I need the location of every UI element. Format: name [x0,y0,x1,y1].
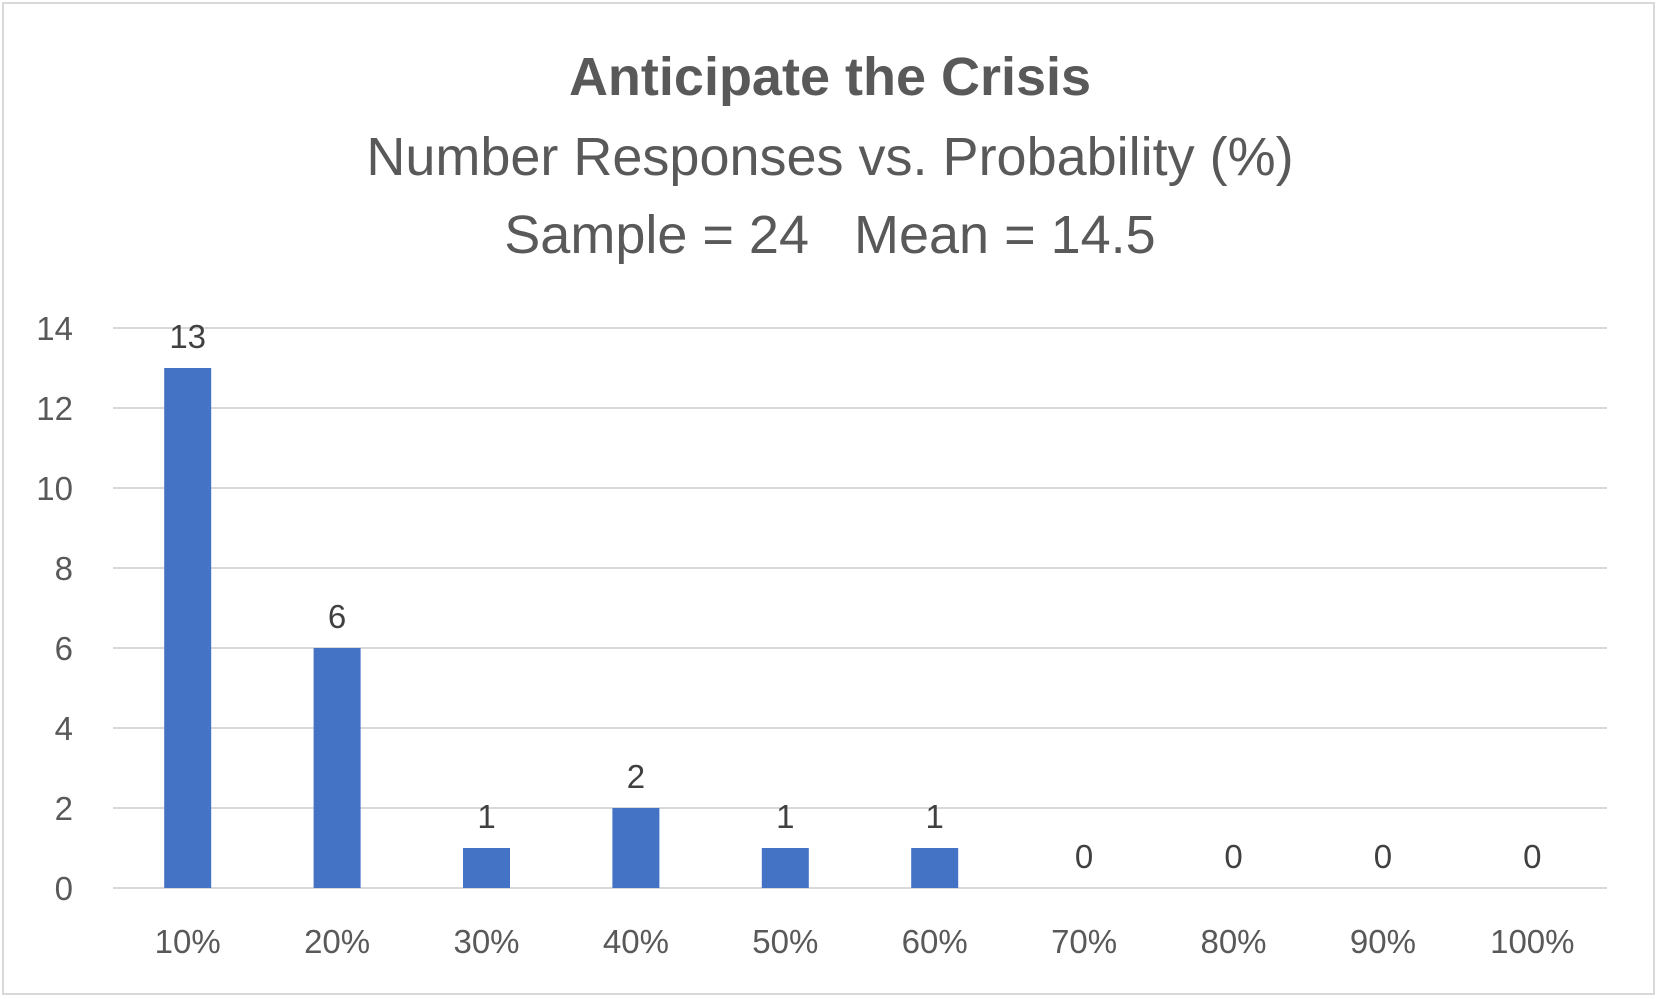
data-label: 0 [1523,838,1541,875]
x-tick-label: 70% [1051,923,1117,960]
bars [164,368,959,888]
data-label: 13 [169,318,206,355]
y-tick-label: 8 [55,550,73,587]
x-tick-label: 20% [304,923,370,960]
bar [164,368,212,888]
chart-subtitle: Number Responses vs. Probability (%) [366,127,1293,187]
x-tick-label: 90% [1350,923,1416,960]
bar [313,648,361,888]
bar [911,848,959,888]
data-label: 0 [1224,838,1242,875]
y-tick-label: 6 [55,630,73,667]
data-labels: 13 6 1 2 1 1 0 0 0 0 [169,318,1541,875]
data-label: 0 [1075,838,1093,875]
y-axis-ticks: 0 2 4 6 8 10 12 14 [36,310,73,907]
y-tick-label: 14 [36,310,73,347]
bar [463,848,510,888]
bar [612,808,660,888]
y-tick-label: 12 [36,390,73,427]
chart-title: Anticipate the Crisis [569,47,1091,107]
data-label: 1 [776,798,794,835]
x-tick-label: 80% [1200,923,1266,960]
data-label: 1 [477,798,495,835]
data-label: 1 [926,798,944,835]
x-tick-label: 10% [155,923,221,960]
y-tick-label: 10 [36,470,73,507]
x-tick-label: 50% [752,923,818,960]
x-tick-label: 30% [453,923,519,960]
y-tick-label: 4 [55,710,73,747]
x-axis-ticks: 10% 20% 30% 40% 50% 60% 70% 80% 90% 100% [155,923,1575,960]
y-tick-label: 2 [55,790,73,827]
x-tick-label: 100% [1490,923,1574,960]
x-tick-label: 40% [603,923,669,960]
x-tick-label: 60% [902,923,968,960]
bar [761,848,809,888]
data-label: 6 [328,598,346,635]
data-label: 0 [1374,838,1392,875]
gridlines [113,327,1607,889]
data-label: 2 [627,758,645,795]
chart-subtitle-stats: Sample = 24 Mean = 14.5 [504,205,1155,265]
y-tick-label: 0 [55,870,73,907]
